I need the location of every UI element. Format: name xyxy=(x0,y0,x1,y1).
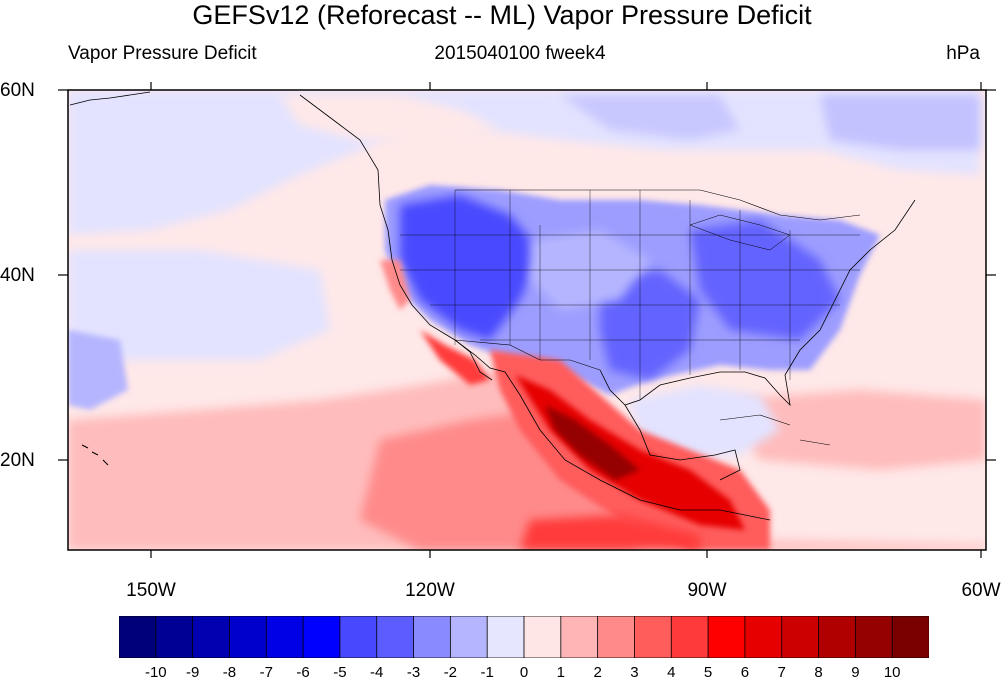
hawaii-islands xyxy=(81,444,109,466)
alaska-bc-coast-line xyxy=(69,91,381,206)
colorbar-cell xyxy=(449,616,488,658)
field-west-dark-blue xyxy=(400,195,540,340)
colorbar-tick-label: 3 xyxy=(630,664,639,681)
field-hudson-blue xyxy=(560,95,740,140)
field-alaska-pink xyxy=(280,95,500,140)
colorbar-tick-label: -2 xyxy=(443,664,458,681)
state-boundaries xyxy=(400,190,860,400)
colorbar-cell xyxy=(707,616,746,658)
caribbean-islands xyxy=(719,414,831,446)
colorbar-cell xyxy=(634,616,672,658)
lat-label-20n: 20N xyxy=(0,450,35,471)
baja-line xyxy=(454,339,493,381)
state-lines-vertical xyxy=(454,190,791,400)
units-label: hPa xyxy=(946,43,980,64)
colorbar-cell xyxy=(265,616,304,658)
colorbar-tick-label: 1 xyxy=(556,664,565,681)
colorbar-cell xyxy=(339,616,378,658)
colorbar-cell xyxy=(229,616,267,658)
variable-label: Vapor Pressure Deficit xyxy=(68,43,257,64)
state-lines-horizontal xyxy=(400,234,860,341)
colorbar-tick-label: 2 xyxy=(593,664,602,681)
colorbar-tick-label: -1 xyxy=(480,664,494,681)
mexico-gulf-coast-line xyxy=(624,404,741,481)
lon-label-120w: 120W xyxy=(405,580,455,601)
field-california-coast-red xyxy=(380,260,410,310)
colorbar-cell xyxy=(560,616,599,658)
colorbar-cell xyxy=(302,616,341,658)
tick-marks xyxy=(58,82,996,558)
colorbar-cells xyxy=(119,616,929,658)
colorbar-cell xyxy=(891,616,929,658)
map-field xyxy=(68,90,986,550)
colorbar-cell xyxy=(192,616,231,658)
colorbar-tick-label: 7 xyxy=(777,664,786,681)
colorbar-cell xyxy=(670,616,709,658)
colorbar-cell xyxy=(119,616,157,658)
field-mexico-dark-red xyxy=(515,375,745,530)
colorbar-tick-label: -8 xyxy=(222,664,237,681)
field-eastern-blue xyxy=(690,220,840,340)
colorbar-tick-label: -10 xyxy=(144,664,167,681)
colorbar-cell xyxy=(486,616,525,658)
colorbar-tick-label: 4 xyxy=(667,664,676,681)
field-hawaii-blue xyxy=(68,330,128,410)
colorbar-cell xyxy=(818,616,856,658)
west-coast-line xyxy=(379,204,771,521)
us-canada-border xyxy=(455,189,861,221)
colorbar-tick-label: 8 xyxy=(814,664,823,681)
colorbar-cell xyxy=(854,616,893,658)
lon-label-150w: 150W xyxy=(126,580,176,601)
colorbar-tick-label: 6 xyxy=(740,664,750,681)
colorbar-cell xyxy=(413,616,451,658)
colorbar-cell xyxy=(376,616,415,658)
colorbar xyxy=(119,616,929,658)
colorbar-tick-label: -3 xyxy=(406,664,421,681)
colorbar-tick-label: -6 xyxy=(296,664,310,681)
field-labrador-blue xyxy=(820,95,980,150)
colorbar-cell xyxy=(781,616,820,658)
colorbar-cell xyxy=(597,616,636,658)
lon-label-90w: 90W xyxy=(687,580,727,601)
lat-label-40n: 40N xyxy=(0,265,35,286)
field-central-pacific-blue xyxy=(68,250,330,360)
colorbar-labels: -10 -9 -8 -7 -6 -5 -4 -3 -2 -1 0 1 2 3 4 5 6 7 8 9 10 xyxy=(0,664,1004,686)
map-frame xyxy=(67,89,987,551)
colorbar-cell xyxy=(155,616,194,658)
colorbar-tick-label: -5 xyxy=(333,664,347,681)
colorbar-cell xyxy=(523,616,562,658)
colorbar-cell xyxy=(744,616,783,658)
field-southern-plains-blue xyxy=(600,270,700,380)
lat-label-60n: 60N xyxy=(0,80,35,101)
field-pacific-south-red xyxy=(520,515,700,550)
field-north-light-blue xyxy=(68,90,980,235)
colorbar-tick-label: -7 xyxy=(259,664,273,681)
field-baja-red xyxy=(420,330,490,385)
forecast-date-label: 2015040100 fweek4 xyxy=(434,43,606,64)
colorbar-tick-label: 0 xyxy=(519,664,529,681)
colorbar-tick-label: 9 xyxy=(851,664,860,681)
field-mexico-darkest-red xyxy=(545,405,640,480)
colorbar-tick-label: -9 xyxy=(185,664,200,681)
field-caribbean-pink xyxy=(720,390,986,470)
colorbar-tick-label: 5 xyxy=(703,664,713,681)
field-mexico-coast-red xyxy=(360,410,640,550)
lon-label-60w: 60W xyxy=(961,580,1001,601)
colorbar-tick-label: 10 xyxy=(883,664,901,681)
colorbar-tick-label: -4 xyxy=(370,664,384,681)
figure-title: GEFSv12 (Reforecast -- ML) Vapor Pressur… xyxy=(192,0,812,30)
